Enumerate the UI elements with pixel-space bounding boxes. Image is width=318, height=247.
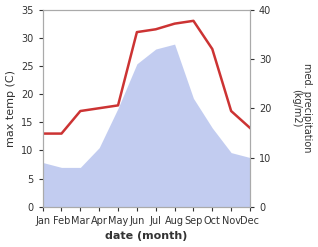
X-axis label: date (month): date (month)	[105, 231, 188, 242]
Y-axis label: max temp (C): max temp (C)	[5, 70, 16, 147]
Y-axis label: med. precipitation
(kg/m2): med. precipitation (kg/m2)	[291, 63, 313, 153]
